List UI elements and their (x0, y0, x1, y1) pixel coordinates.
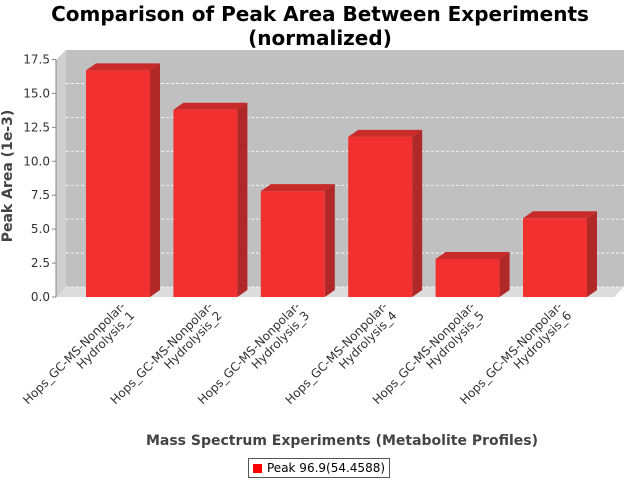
x-axis-title: Mass Spectrum Experiments (Metabolite Pr… (146, 433, 538, 449)
bar-side (324, 184, 335, 297)
y-tick-label: 5.0 (31, 222, 50, 236)
plot-left-wall (56, 50, 66, 297)
chart-title: Comparison of Peak Area Between Experime… (0, 2, 640, 50)
x-tick-label-line: Hops_GC-MS-Nonpolar- (20, 299, 128, 407)
bar-top (523, 211, 597, 219)
bar-top (86, 63, 160, 71)
y-tick-label: 2.5 (31, 256, 50, 270)
y-tick-label: 17.5 (23, 53, 50, 67)
bar-front (435, 259, 500, 297)
bar (435, 252, 510, 297)
legend-label: Peak 96.9(54.4588) (267, 461, 386, 475)
bar-top (260, 184, 335, 192)
bar-front (173, 109, 238, 297)
bar (348, 129, 423, 297)
bar-side (499, 252, 510, 297)
y-axis-title: Peak Area (1e-3) (0, 110, 16, 243)
bar (86, 63, 160, 297)
bar (523, 211, 597, 297)
bar-side (412, 129, 423, 297)
y-axis: 0.0 2.5 5.0 7.5 10.0 12.5 15.0 17.5 (23, 53, 57, 304)
legend: Peak 96.9(54.4588) (248, 458, 391, 478)
bar-front (86, 70, 150, 297)
y-tick-label: 0.0 (31, 290, 50, 304)
x-axis: Hops_GC-MS-Nonpolar-Hydrolysis_1Hops_GC-… (20, 299, 574, 407)
y-tick-label: 7.5 (31, 188, 50, 202)
bar-side (237, 102, 248, 297)
bar-top (173, 102, 248, 110)
bar-top (348, 129, 423, 137)
bar-side (587, 211, 597, 297)
bars (86, 63, 597, 297)
y-tick-label: 15.0 (23, 86, 50, 100)
bar (173, 102, 248, 297)
bar-side (150, 63, 160, 297)
bar (260, 184, 335, 297)
chart-title-line1: Comparison of Peak Area Between Experime… (51, 2, 589, 26)
chart-title-line2: (normalized) (248, 26, 392, 50)
bar-front (523, 218, 587, 297)
bar-front (348, 136, 413, 297)
bar-front (260, 191, 325, 297)
y-tick-label: 12.5 (23, 120, 50, 134)
bar-top (435, 252, 510, 259)
legend-swatch (253, 463, 262, 473)
y-tick-label: 10.0 (23, 154, 50, 168)
